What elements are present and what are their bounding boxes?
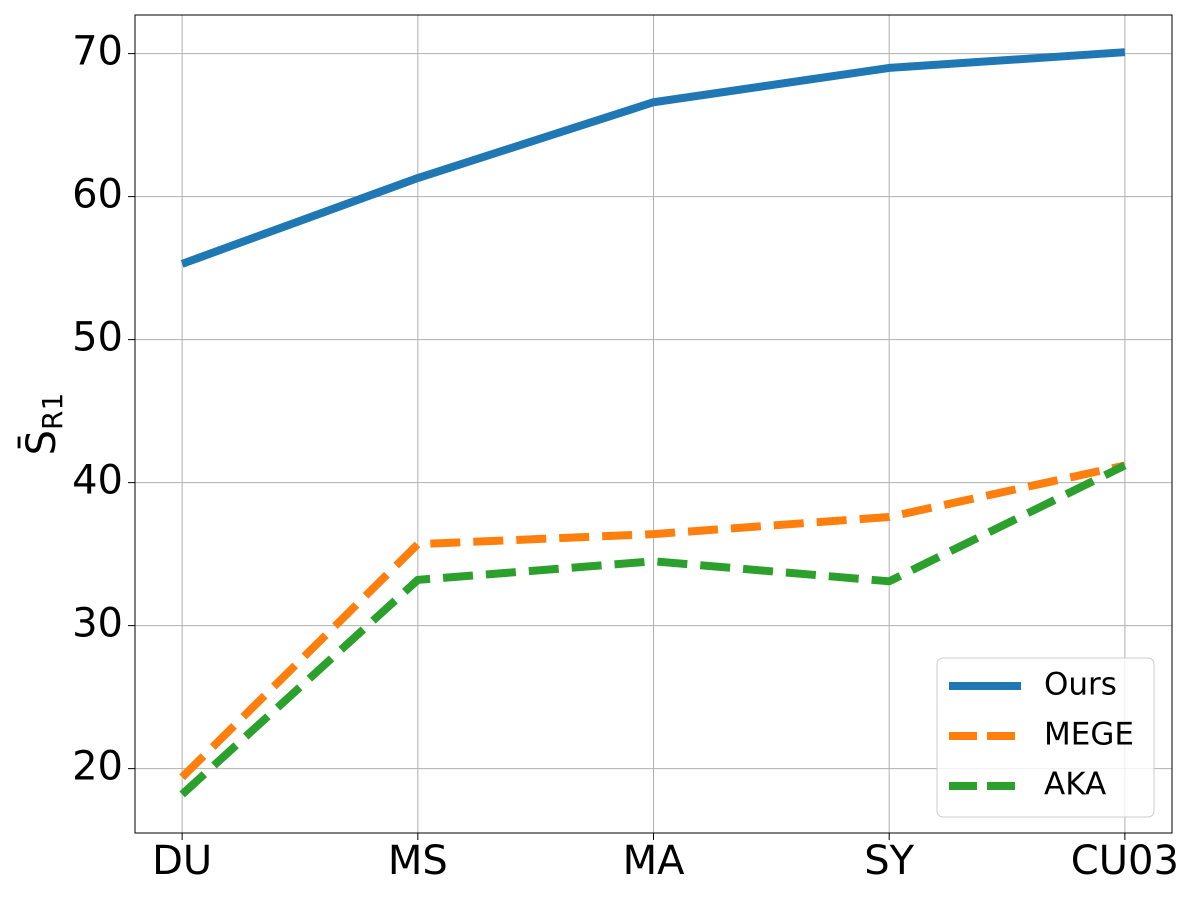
legend-label: MEGE xyxy=(1044,717,1134,753)
y-axis-label-sub: R1 xyxy=(36,393,69,430)
y-axis-label: S̄R1 xyxy=(17,393,69,456)
y-axis-label-main: S̄ xyxy=(17,430,65,455)
legend-label: AKA xyxy=(1044,767,1106,803)
y-tick-label: 70 xyxy=(72,29,123,75)
x-tick-label: MA xyxy=(623,838,686,884)
legend-label: Ours xyxy=(1044,667,1117,703)
series-line xyxy=(179,461,1127,798)
y-tick-label: 40 xyxy=(72,458,123,504)
y-tick-label: 60 xyxy=(72,172,123,218)
legend-box xyxy=(936,657,1155,818)
x-tick-label: SY xyxy=(864,838,914,884)
x-tick-label: DU xyxy=(152,838,212,884)
y-tick-label: 20 xyxy=(72,744,123,790)
series-line xyxy=(179,461,1126,781)
y-tick-label: 50 xyxy=(72,315,123,361)
x-tick-label: CU03 xyxy=(1071,838,1179,884)
x-tick-label: MS xyxy=(388,838,448,884)
plot-frame xyxy=(134,14,1173,834)
y-tick-label: 30 xyxy=(72,601,123,647)
series-line xyxy=(180,48,1126,268)
